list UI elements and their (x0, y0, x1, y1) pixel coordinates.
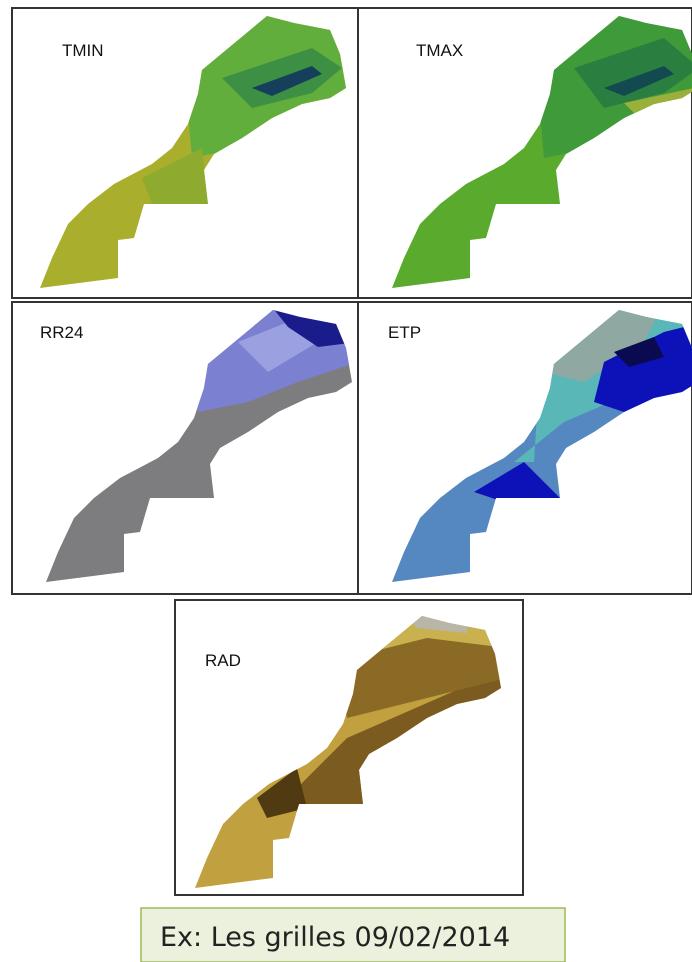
caption-box: Ex: Les grilles 09/02/2014 (141, 908, 565, 962)
panel-rr24: RR24 (12, 302, 364, 594)
panel-label: ETP (388, 323, 421, 342)
panel-tmax: TMAX (358, 8, 692, 298)
panel-tmin: TMIN (12, 8, 358, 298)
caption: Ex: Les grilles 09/02/2014 (160, 922, 510, 953)
panel-label: TMIN (62, 41, 104, 60)
panel-label: RAD (205, 651, 241, 670)
figure: TMIN TMAX RR24 (0, 0, 692, 962)
panel-etp: ETP (358, 302, 692, 594)
panel-rad: RAD (167, 600, 523, 903)
panel-label: RR24 (40, 323, 83, 342)
panel-label: TMAX (416, 41, 463, 60)
